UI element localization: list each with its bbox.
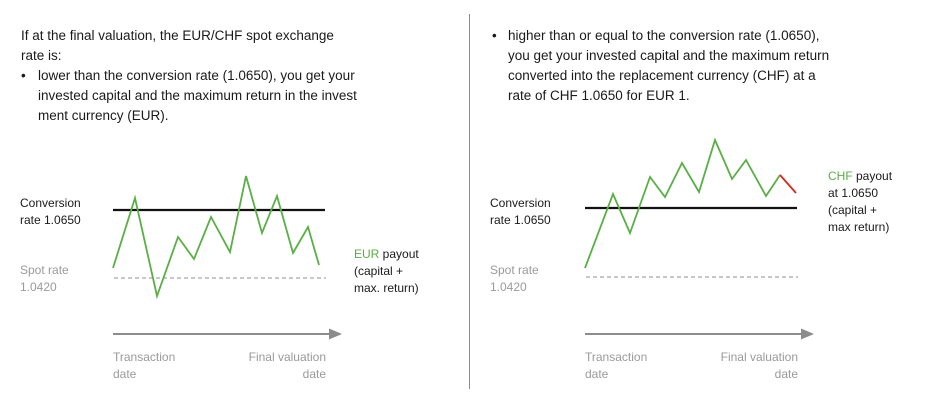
right-bullet-line-4: rate of CHF 1.0650 for EUR 1.	[508, 88, 690, 103]
right-bullet-line-2: you get your invested capital and the ma…	[508, 48, 830, 63]
left-spot-label-1: Spot rate	[20, 263, 69, 277]
panel-divider	[469, 14, 471, 389]
left-payout-word: payout	[379, 247, 419, 261]
left-spot-label-2: 1.0420	[20, 280, 57, 294]
left-chart	[112, 175, 342, 340]
left-axis-start-1: Transaction	[113, 350, 176, 364]
right-axis-start-1: Transaction	[585, 350, 648, 364]
left-axis-start-2: date	[113, 367, 137, 381]
bullet-icon: •	[492, 28, 497, 43]
right-chart	[584, 137, 814, 340]
spot-rate-path	[112, 175, 320, 300]
right-axis-end-1: Final valuation	[720, 350, 798, 364]
left-axis-end-1: Final valuation	[248, 350, 326, 364]
left-axis-end-2: date	[302, 367, 326, 381]
left-intro-line-1: If at the final valuation, the EUR/CHF s…	[21, 28, 334, 43]
left-payout-label: EUR payout	[354, 246, 419, 263]
left-panel: If at the final valuation, the EUR/CHF s…	[20, 28, 419, 381]
left-payout-line-1: (capital +	[354, 264, 404, 278]
right-payout-line-3: max return)	[828, 220, 890, 234]
time-axis-arrow-icon	[801, 328, 814, 340]
right-payout-label: CHF payout	[828, 168, 892, 185]
right-axis-start-2: date	[585, 367, 609, 381]
left-bullet-line-2: invested capital and the maximum return …	[38, 88, 357, 103]
right-bullet-line-3: converted into the replacement currency …	[508, 68, 816, 83]
left-payout-currency: EUR	[354, 247, 380, 261]
left-payout-line-2: max. return)	[354, 281, 419, 295]
spot-rate-path	[584, 137, 781, 269]
right-payout-currency: CHF	[828, 169, 853, 183]
right-payout-line-1: at 1.0650	[828, 186, 879, 200]
left-bullet-line-3: ment currency (EUR).	[38, 108, 169, 123]
right-payout-word: payout	[852, 169, 893, 183]
right-conversion-label-2: rate 1.0650	[490, 213, 551, 227]
right-spot-label-2: 1.0420	[490, 280, 527, 294]
right-payout-line-2: (capital +	[828, 203, 878, 217]
left-conversion-label-1: Conversion	[20, 196, 81, 210]
payout-segment	[779, 174, 797, 194]
bullet-icon: •	[21, 68, 26, 83]
left-conversion-label-2: rate 1.0650	[20, 213, 81, 227]
right-spot-label-1: Spot rate	[490, 263, 539, 277]
right-axis-end-2: date	[774, 367, 798, 381]
right-conversion-label-1: Conversion	[490, 196, 551, 210]
left-bullet-line-1: lower than the conversion rate (1.0650),…	[38, 68, 355, 83]
right-panel: • higher than or equal to the conversion…	[470, 0, 940, 400]
time-axis-arrow-icon	[329, 328, 342, 340]
right-bullet-line-1: higher than or equal to the conversion r…	[508, 28, 820, 43]
left-intro-line-2: rate is:	[21, 48, 62, 63]
